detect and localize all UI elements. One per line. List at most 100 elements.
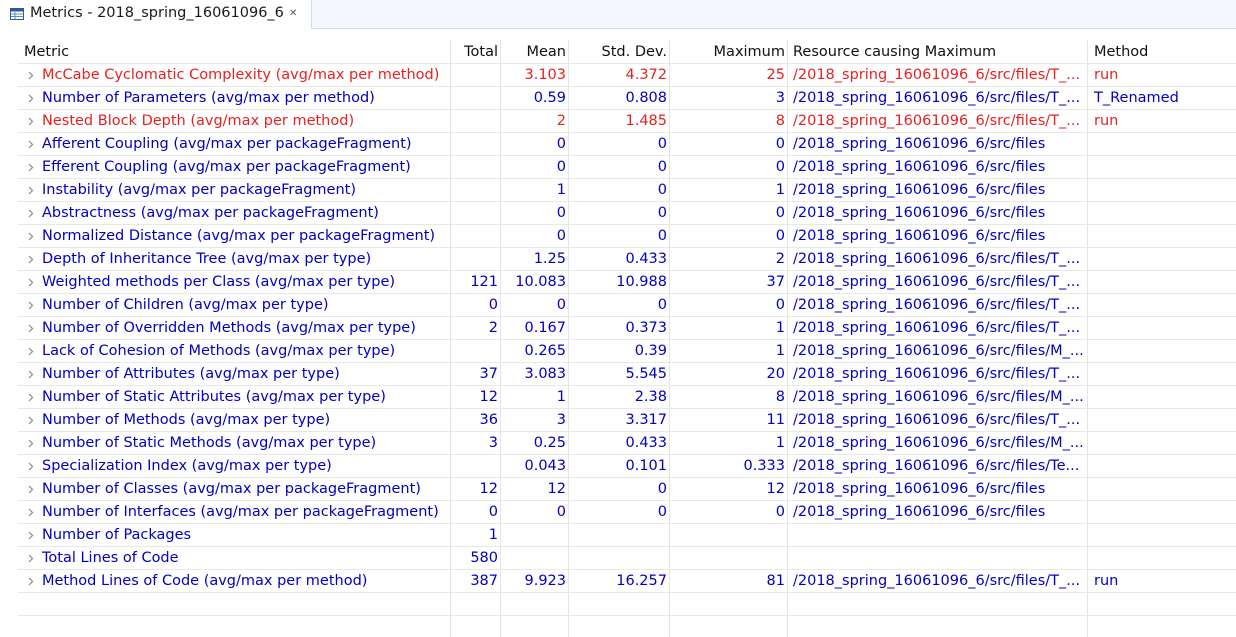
column-separator[interactable] — [568, 40, 569, 637]
stddev-cell: 0 — [657, 205, 667, 221]
table-row[interactable]: Nested Block Depth (avg/max per method) 2… — [18, 110, 1236, 133]
metric-header[interactable]: Metric — [24, 44, 70, 60]
method-cell — [1087, 202, 1236, 225]
table-row[interactable]: Weighted methods per Class (avg/max per … — [18, 271, 1236, 294]
mean-cell: 0 — [556, 228, 566, 244]
chevron-right-icon[interactable] — [26, 156, 36, 179]
table-row[interactable]: Abstractness (avg/max per packageFragmen… — [18, 202, 1236, 225]
table-row[interactable]: Specialization Index (avg/max per type) 0… — [18, 455, 1236, 478]
metric-cell: Afferent Coupling (avg/max per packageFr… — [42, 136, 412, 152]
resource-cell: /2018_spring_16061096_6/src/files/T_... — [793, 573, 1081, 589]
chevron-right-icon[interactable] — [26, 363, 36, 386]
table-row[interactable]: Number of Packages 1 — [18, 524, 1236, 547]
table-row[interactable]: Lack of Cohesion of Methods (avg/max per… — [18, 340, 1236, 363]
table-row[interactable]: Number of Children (avg/max per type) 0 0 0… — [18, 294, 1236, 317]
chevron-right-icon[interactable] — [26, 133, 36, 156]
chevron-right-icon[interactable] — [26, 294, 36, 317]
method-cell: run — [1094, 573, 1119, 589]
mean-cell: 10.083 — [515, 274, 566, 290]
total-cell — [450, 110, 500, 133]
table-row[interactable]: Efferent Coupling (avg/max per packageFr… — [18, 156, 1236, 179]
maximum-cell: 2 — [775, 251, 785, 267]
maximum-cell: 12 — [766, 481, 785, 497]
stddev-cell: 0.39 — [634, 343, 667, 359]
total-cell: 0 — [488, 504, 498, 520]
mean-cell: 0 — [556, 504, 566, 520]
mean-cell: 1 — [556, 182, 566, 198]
chevron-right-icon[interactable] — [26, 202, 36, 225]
chevron-right-icon[interactable] — [26, 225, 36, 248]
table-row[interactable]: Method Lines of Code (avg/max per method… — [18, 570, 1236, 593]
row-divider — [18, 477, 1236, 478]
chevron-right-icon[interactable] — [26, 432, 36, 455]
table-row[interactable]: Number of Static Methods (avg/max per ty… — [18, 432, 1236, 455]
chevron-right-icon[interactable] — [26, 179, 36, 202]
total-header[interactable]: Total — [464, 44, 498, 60]
column-separator[interactable] — [1087, 40, 1088, 637]
chevron-right-icon[interactable] — [26, 110, 36, 133]
column-separator[interactable] — [500, 40, 501, 637]
chevron-right-icon[interactable] — [26, 271, 36, 294]
metric-cell: Number of Static Methods (avg/max per ty… — [42, 435, 377, 451]
mean-cell: 3.083 — [524, 366, 566, 382]
method-cell — [1087, 294, 1236, 317]
table-row[interactable]: Number of Static Attributes (avg/max per… — [18, 386, 1236, 409]
method-cell — [1087, 409, 1236, 432]
chevron-right-icon[interactable] — [26, 340, 36, 363]
column-separator[interactable] — [450, 40, 451, 637]
table-row[interactable]: Instability (avg/max per packageFragment… — [18, 179, 1236, 202]
chevron-right-icon[interactable] — [26, 501, 36, 524]
method-cell — [1087, 248, 1236, 271]
method-cell: run — [1094, 113, 1119, 129]
total-cell — [450, 340, 500, 363]
chevron-right-icon[interactable] — [26, 524, 36, 547]
mean-header[interactable]: Mean — [526, 44, 566, 60]
maximum-cell: 11 — [766, 412, 785, 428]
method-header[interactable]: Method — [1094, 44, 1149, 60]
chevron-right-icon[interactable] — [26, 455, 36, 478]
mean-cell: 0 — [556, 297, 566, 313]
chevron-right-icon[interactable] — [26, 317, 36, 340]
method-cell — [1087, 455, 1236, 478]
stddev-cell: 0.808 — [625, 90, 667, 106]
table-row[interactable]: McCabe Cyclomatic Complexity (avg/max pe… — [18, 64, 1236, 87]
stddev-header[interactable]: Std. Dev. — [601, 44, 667, 60]
chevron-right-icon[interactable] — [26, 478, 36, 501]
chevron-right-icon[interactable] — [26, 547, 36, 570]
mean-cell: 0.25 — [533, 435, 566, 451]
total-cell: 1 — [488, 527, 498, 543]
table-row[interactable]: Number of Methods (avg/max per type) 36 3 3… — [18, 409, 1236, 432]
table-row[interactable]: Total Lines of Code 580 — [18, 547, 1236, 570]
chevron-right-icon[interactable] — [26, 64, 36, 87]
chevron-right-icon[interactable] — [26, 386, 36, 409]
chevron-right-icon[interactable] — [26, 409, 36, 432]
stddev-cell: 0.373 — [625, 320, 667, 336]
table-row[interactable]: Number of Overridden Methods (avg/max pe… — [18, 317, 1236, 340]
stddev-cell: 0.433 — [625, 435, 667, 451]
resource-header[interactable]: Resource causing Maximum — [793, 44, 997, 60]
table-row[interactable]: Number of Classes (avg/max per packageFr… — [18, 478, 1236, 501]
total-cell: 3 — [488, 435, 498, 451]
metric-cell: Instability (avg/max per packageFragment… — [42, 182, 356, 198]
maximum-header[interactable]: Maximum — [713, 44, 785, 60]
column-separator[interactable] — [669, 40, 670, 637]
chevron-right-icon[interactable] — [26, 248, 36, 271]
close-icon[interactable]: ✕ — [289, 8, 298, 19]
table-row[interactable]: Normalized Distance (avg/max per package… — [18, 225, 1236, 248]
table-row[interactable]: Afferent Coupling (avg/max per packageFr… — [18, 133, 1236, 156]
resource-cell: /2018_spring_16061096_6/src/files — [793, 159, 1046, 175]
table-row[interactable]: Number of Attributes (avg/max per type) 3… — [18, 363, 1236, 386]
method-cell — [1087, 524, 1236, 547]
table-row[interactable]: Number of Interfaces (avg/max per packag… — [18, 501, 1236, 524]
table-row[interactable]: Depth of Inheritance Tree (avg/max per t… — [18, 248, 1236, 271]
method-cell — [1087, 340, 1236, 363]
chevron-right-icon[interactable] — [26, 570, 36, 593]
row-divider — [18, 454, 1236, 455]
stddev-cell: 0 — [657, 159, 667, 175]
table-row[interactable]: Number of Parameters (avg/max per method… — [18, 87, 1236, 110]
method-cell — [1087, 547, 1236, 570]
column-separator[interactable] — [787, 40, 788, 637]
metrics-view-tab[interactable]: Metrics - 2018_spring_16061096_6 ✕ — [0, 0, 312, 29]
resource-cell: /2018_spring_16061096_6/src/files — [793, 481, 1046, 497]
chevron-right-icon[interactable] — [26, 87, 36, 110]
